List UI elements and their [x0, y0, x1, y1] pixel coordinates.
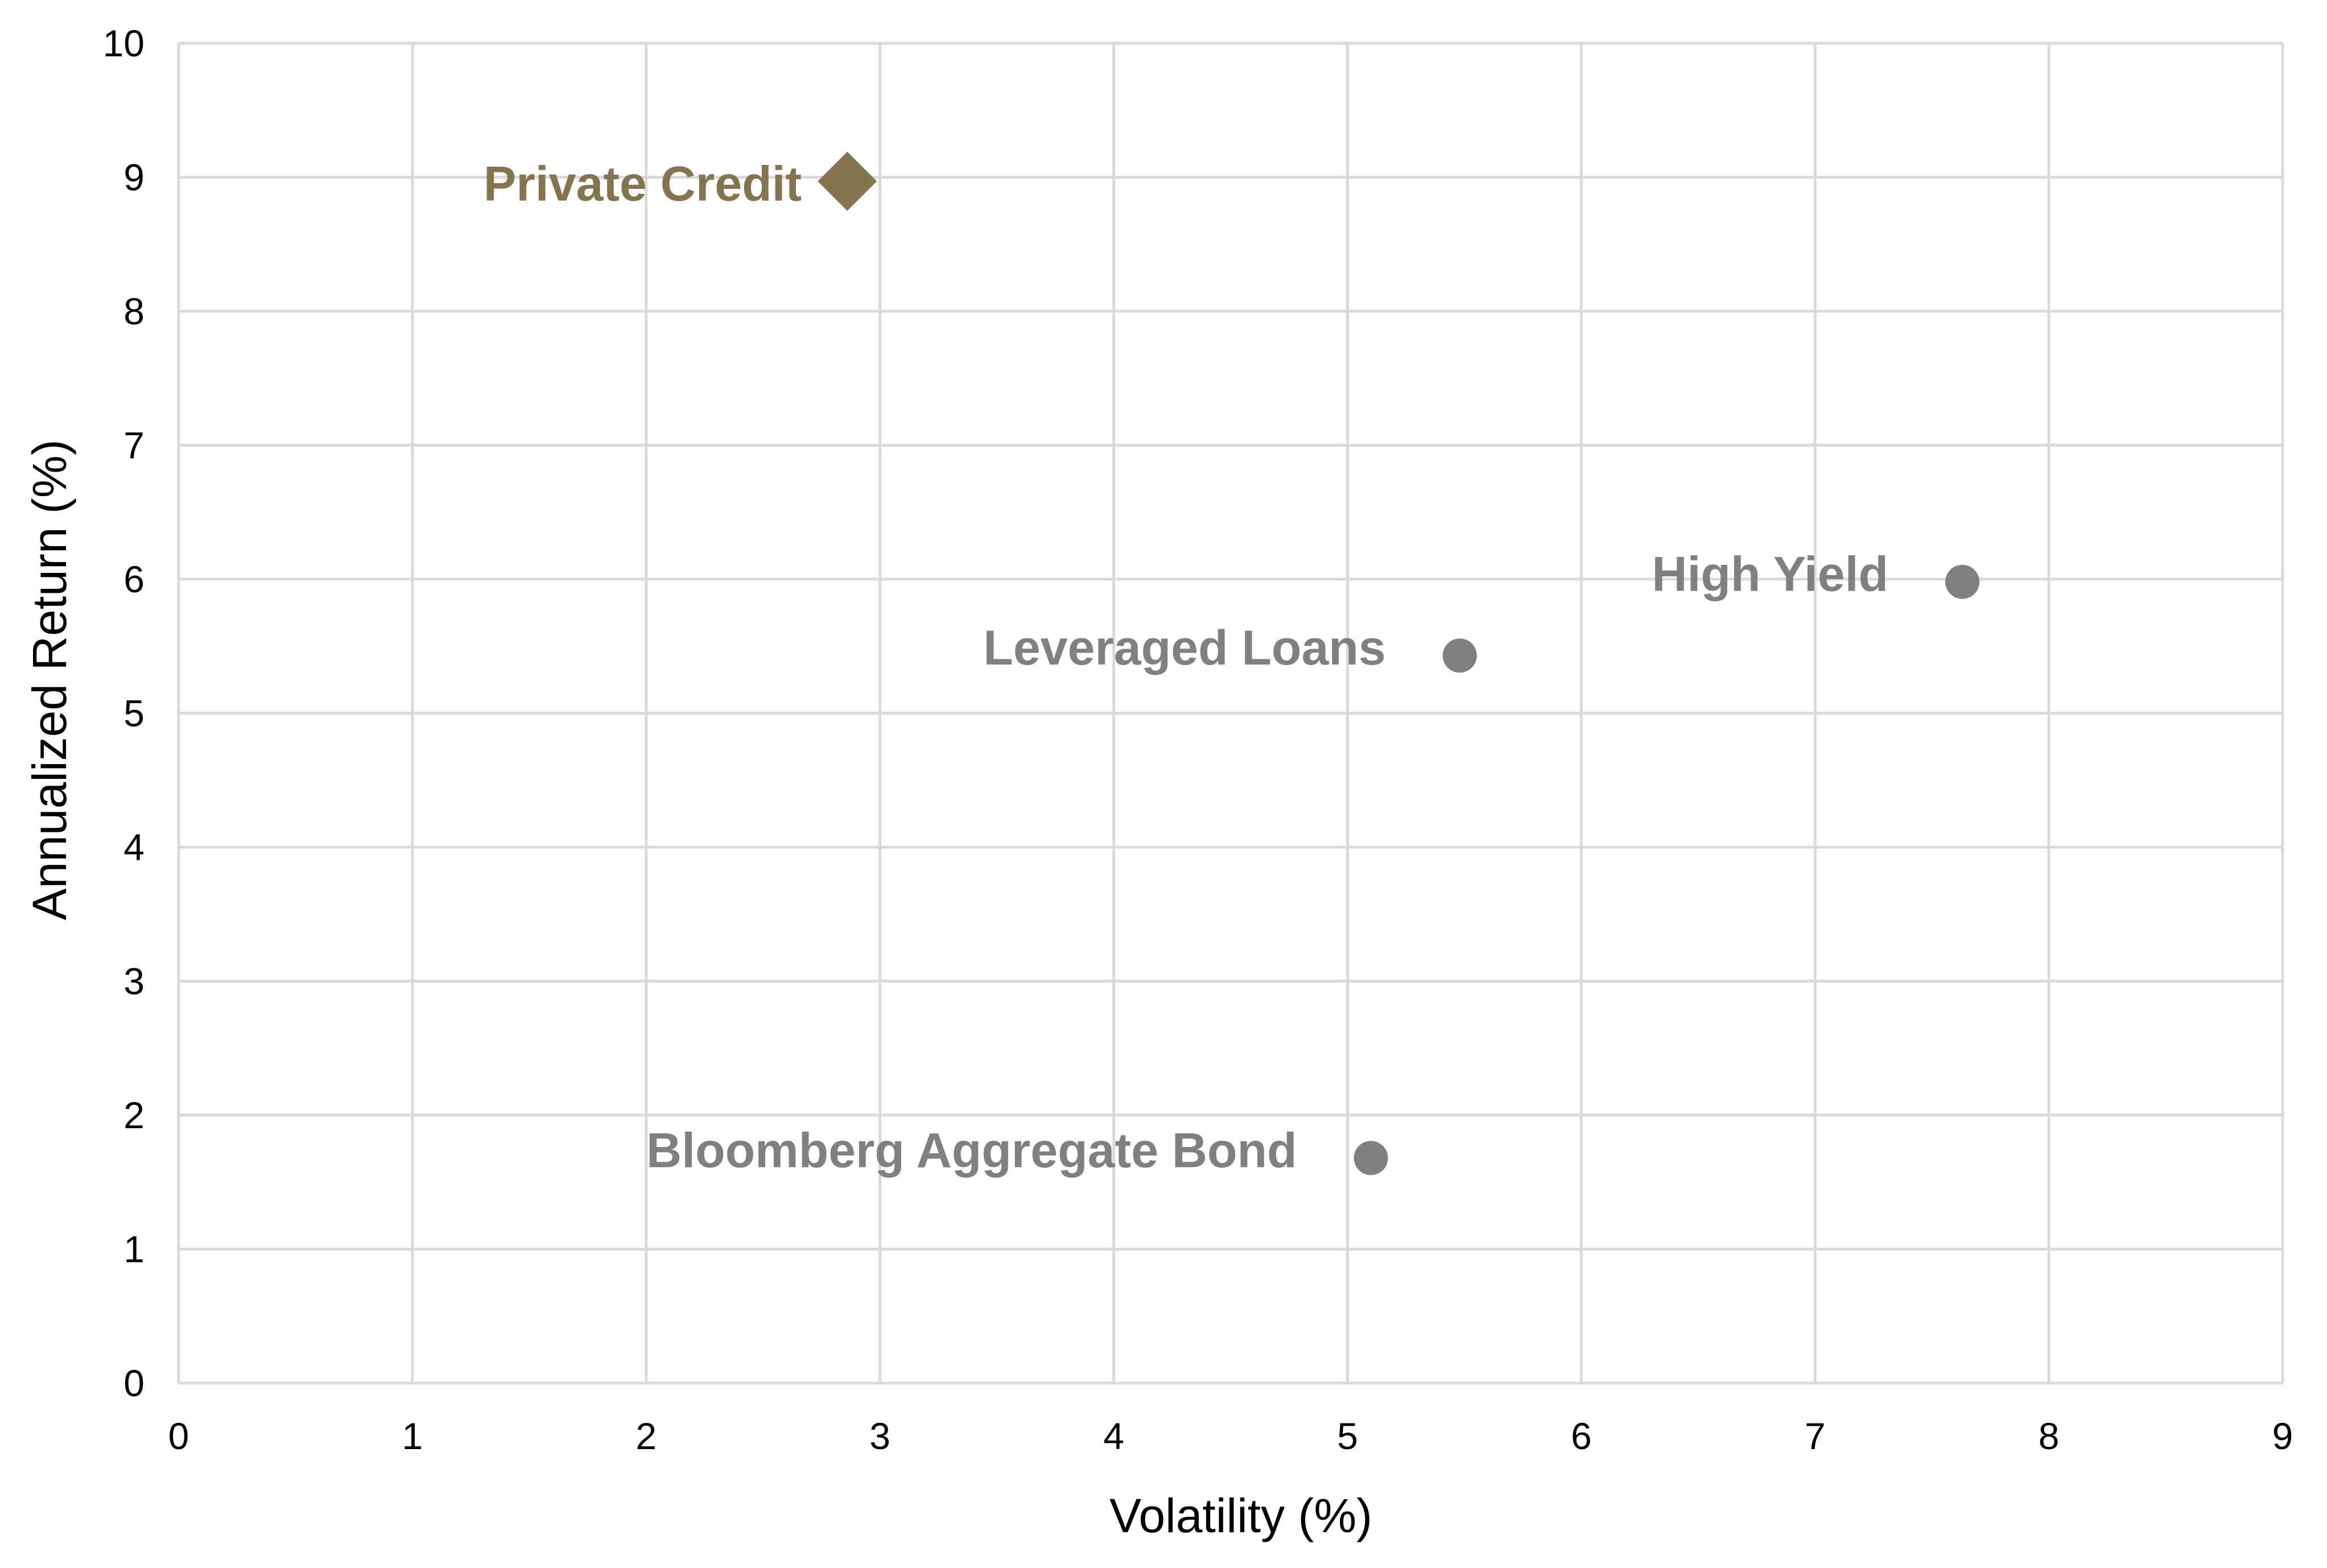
point-bloomberg-aggregate-bond	[1354, 1141, 1388, 1175]
x-tick-label-5: 5	[1337, 1415, 1358, 1457]
point-private-credit	[818, 151, 877, 211]
y-tick-label-8: 8	[123, 290, 145, 332]
y-axis-title: Annualized Return (%)	[23, 439, 76, 920]
y-tick-label-6: 6	[123, 558, 145, 600]
x-tick-label-9: 9	[2272, 1415, 2293, 1457]
y-tick-label-4: 4	[123, 826, 145, 868]
y-tick-label-1: 1	[123, 1228, 145, 1270]
x-tick-label-6: 6	[1571, 1415, 1592, 1457]
y-tick-label-3: 3	[123, 960, 145, 1002]
point-label-private-credit: Private Credit	[484, 157, 802, 212]
y-tick-label-2: 2	[123, 1094, 145, 1136]
x-tick-label-4: 4	[1103, 1415, 1124, 1457]
y-tick-label-5: 5	[123, 692, 145, 735]
point-label-high-yield: High Yield	[1652, 547, 1888, 602]
point-high-yield	[1945, 564, 1980, 599]
point-label-leveraged-loans: Leveraged Loans	[983, 621, 1385, 675]
y-tick-label-9: 9	[123, 156, 145, 199]
tick-labels: 0 1 2 3 4 5 6 7 8 9 0 1 2 3 4 5 6 7 8 9 10	[103, 22, 2293, 1457]
y-tick-label-7: 7	[123, 424, 145, 467]
x-tick-label-3: 3	[869, 1415, 890, 1457]
x-tick-label-1: 1	[402, 1415, 423, 1457]
x-tick-label-7: 7	[1805, 1415, 1826, 1457]
y-tick-label-10: 10	[103, 22, 145, 64]
axes	[177, 43, 2283, 1385]
x-axis-title: Volatility (%)	[1109, 1489, 1372, 1542]
y-tick-label-0: 0	[123, 1362, 145, 1404]
data-points	[818, 151, 1980, 1175]
x-tick-label-2: 2	[636, 1415, 657, 1457]
point-leveraged-loans	[1442, 638, 1477, 673]
x-tick-label-0: 0	[168, 1415, 189, 1457]
x-tick-label-8: 8	[2039, 1415, 2060, 1457]
point-label-bloomberg-aggregate-bond: Bloomberg Aggregate Bond	[646, 1123, 1297, 1178]
point-labels: Private Credit High Yield Leveraged Loans B…	[484, 157, 1888, 1178]
gridlines	[177, 42, 2284, 1385]
